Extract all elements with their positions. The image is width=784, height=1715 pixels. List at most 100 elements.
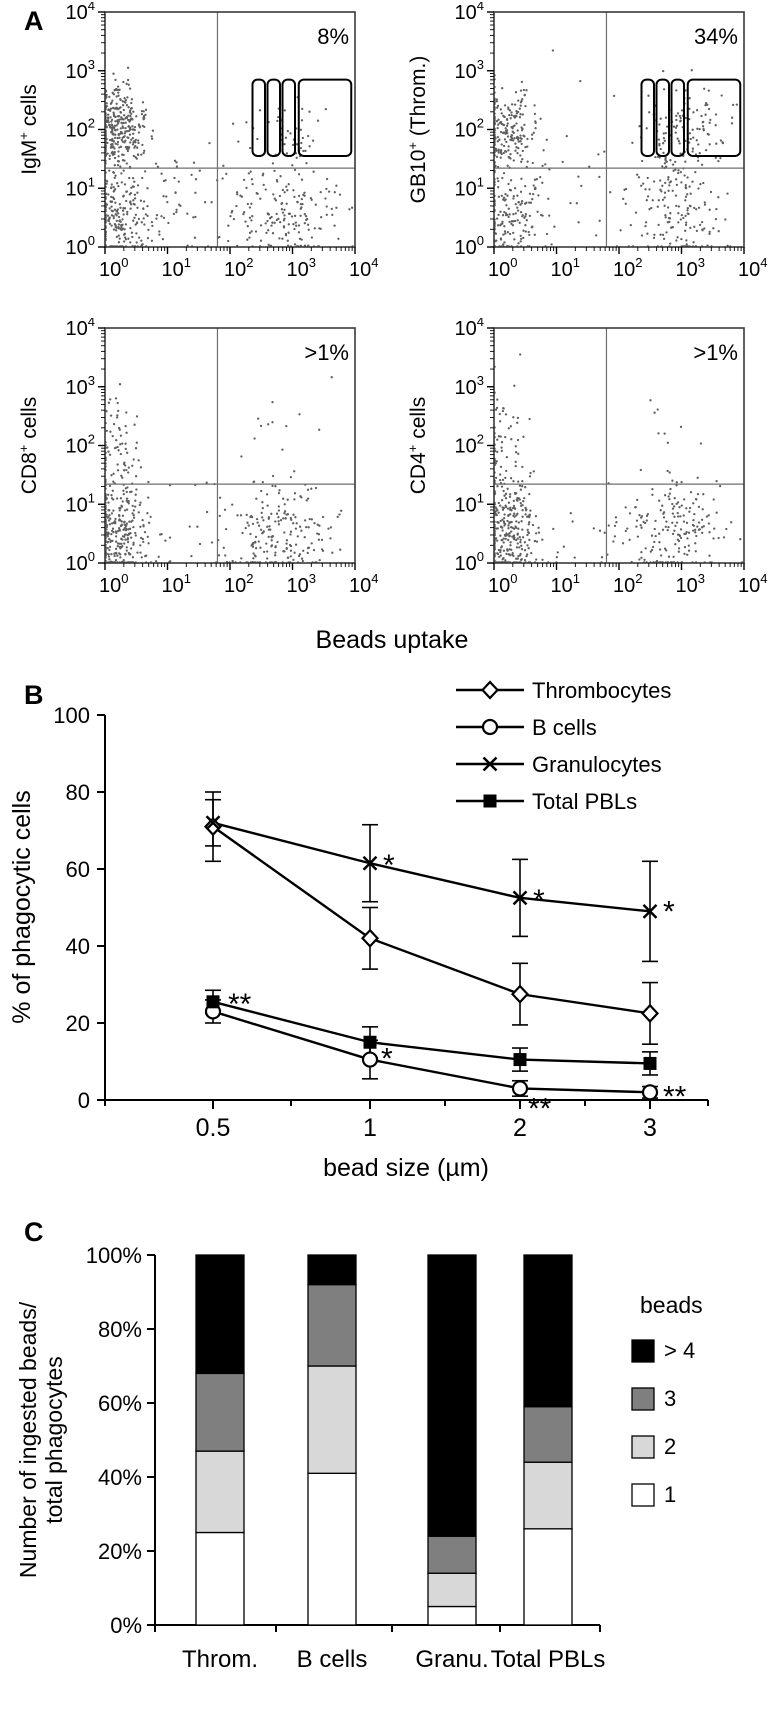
x-tick-label: 102: [613, 255, 642, 281]
sorting-gates: [640, 78, 742, 157]
x-tick-label: 104: [738, 571, 767, 597]
quadrant-percent-label: >1%: [304, 340, 349, 365]
x-tick-label: 102: [224, 255, 253, 281]
y-axis-label: IgM+ cells: [16, 84, 41, 174]
quadrant-lines: [105, 328, 355, 563]
x-tick-label: B cells: [297, 1646, 368, 1673]
significance-asterisk: **: [228, 988, 252, 1021]
y-tick-label: 20: [66, 1011, 90, 1036]
series-markers-thrombocytes: [203, 817, 660, 1023]
panel-b-line-chart: B 0 20 40 60 80 100 0.5 1 2 3 bead size (µm) % of p…: [0, 670, 784, 1205]
x-axis-label: bead size (µm): [323, 1154, 489, 1182]
panel-c-letter: C: [24, 1217, 44, 1247]
x-tick-label: 1: [363, 1114, 377, 1142]
legend-label-4: > 4: [664, 1338, 695, 1363]
panel-c-stacked-bar-chart: C 0% 20% 40% 60% 80% 100% Throm. B cells Granu. T…: [0, 1205, 784, 1715]
y-tick-label: 40: [66, 934, 90, 959]
legend-swatch-2: [631, 1435, 655, 1459]
y-tick-label: 102: [455, 116, 484, 142]
series-markers-b-cells: [204, 1003, 659, 1101]
y-tick-label: 100: [66, 233, 95, 259]
y-tick-label: 101: [455, 174, 484, 200]
y-tick-label: 102: [66, 116, 95, 142]
x-tick-label: 104: [349, 255, 378, 281]
y-tick-label: 100: [455, 233, 484, 259]
bar-segment-throm-1: [195, 1531, 245, 1626]
significance-asterisk: *: [663, 895, 675, 928]
y-tick-label: 102: [66, 432, 95, 458]
dot-cloud: [104, 376, 343, 564]
legend: beads > 4 3 2 1: [631, 1292, 703, 1507]
y-tick-label: 100: [53, 703, 90, 728]
y-tick-label: 0: [78, 1088, 90, 1113]
x-tick-label: 2: [513, 1114, 527, 1142]
x-tick-label: 100: [99, 255, 128, 281]
bar-segment-total-pbls-3: [523, 1406, 573, 1463]
x-tick-label: 100: [488, 571, 517, 597]
error-bars-granulocytes: [205, 798, 658, 963]
bar-segment-throm-3: [195, 1372, 245, 1452]
legend-label-3: 3: [664, 1386, 676, 1411]
axis-ticks: [487, 327, 745, 570]
y-tick-label: 104: [455, 2, 484, 24]
bar-total-pbls: [523, 1254, 573, 1626]
y-tick-label: 60%: [98, 1391, 142, 1416]
x-tick-label: 104: [349, 571, 378, 597]
quadrant-percent-label: 34%: [694, 24, 738, 49]
bar-segment-granu-2: [427, 1572, 477, 1608]
x-tick-label: 101: [551, 571, 580, 597]
quadrant-percent-label: >1%: [693, 340, 738, 365]
series-markers-total-pbls: [206, 995, 657, 1070]
legend-swatch-4: [631, 1339, 655, 1363]
y-tick-label: 100%: [86, 1243, 142, 1268]
y-tick-label: 100: [66, 549, 95, 575]
quadrant-lines: [494, 12, 744, 247]
bar-segment-granu-3: [427, 1535, 477, 1574]
y-tick-label: 104: [66, 2, 95, 24]
y-tick-label: 80: [66, 780, 90, 805]
bar-granu: [427, 1254, 477, 1626]
series-markers-granulocytes: [205, 815, 658, 919]
series-line-granulocytes: [212, 821, 651, 913]
y-tick-label: 102: [455, 432, 484, 458]
x-tick-label: 102: [613, 571, 642, 597]
series-line-thrombocytes: [212, 825, 651, 1015]
y-axis-label-line1: Number of ingested beads/: [15, 1301, 41, 1578]
sorting-gates: [251, 78, 353, 157]
axis-ticks: [487, 11, 745, 254]
x-tick-label: 101: [551, 255, 580, 281]
legend-label-b-cells: B cells: [532, 715, 597, 740]
error-bars-thrombocytes: [205, 791, 658, 1045]
x-tick-label: 100: [488, 255, 517, 281]
bar-segment-b-cells-2: [307, 1365, 357, 1474]
x-tick-label: 101: [162, 571, 191, 597]
x-tick-label: 103: [676, 255, 705, 281]
x-tick-label: Total PBLs: [491, 1646, 606, 1673]
bar-throm: [195, 1254, 245, 1626]
quadrant-lines: [105, 12, 355, 247]
legend-label-granulocytes: Granulocytes: [532, 752, 662, 777]
dot-cloud: [493, 353, 744, 564]
x-tick-label: 100: [99, 571, 128, 597]
y-axis-label: GB10+ (Throm.): [405, 56, 430, 204]
y-tick-label: 40%: [98, 1465, 142, 1490]
panel-a-x-axis-label: Beads uptake: [315, 626, 469, 654]
y-axis-label: CD8+ cells: [16, 397, 41, 494]
significance-asterisk: **: [663, 1080, 687, 1113]
x-tick-label: 102: [224, 571, 253, 597]
significance-asterisk: **: [528, 1092, 552, 1125]
legend-label-2: 2: [664, 1434, 676, 1459]
y-tick-label: 103: [455, 373, 484, 399]
y-tick-label: 20%: [98, 1539, 142, 1564]
legend: Thrombocytes B cells Granulocytes Total PBL…: [456, 678, 671, 814]
y-tick-label: 103: [66, 373, 95, 399]
legend-title: beads: [640, 1292, 703, 1318]
legend-label-total-pbls: Total PBLs: [532, 789, 637, 814]
y-tick-label: 101: [66, 490, 95, 516]
legend-label-thrombocytes: Thrombocytes: [532, 678, 671, 703]
axis-ticks: [98, 11, 356, 254]
y-tick-label: 104: [455, 318, 484, 340]
